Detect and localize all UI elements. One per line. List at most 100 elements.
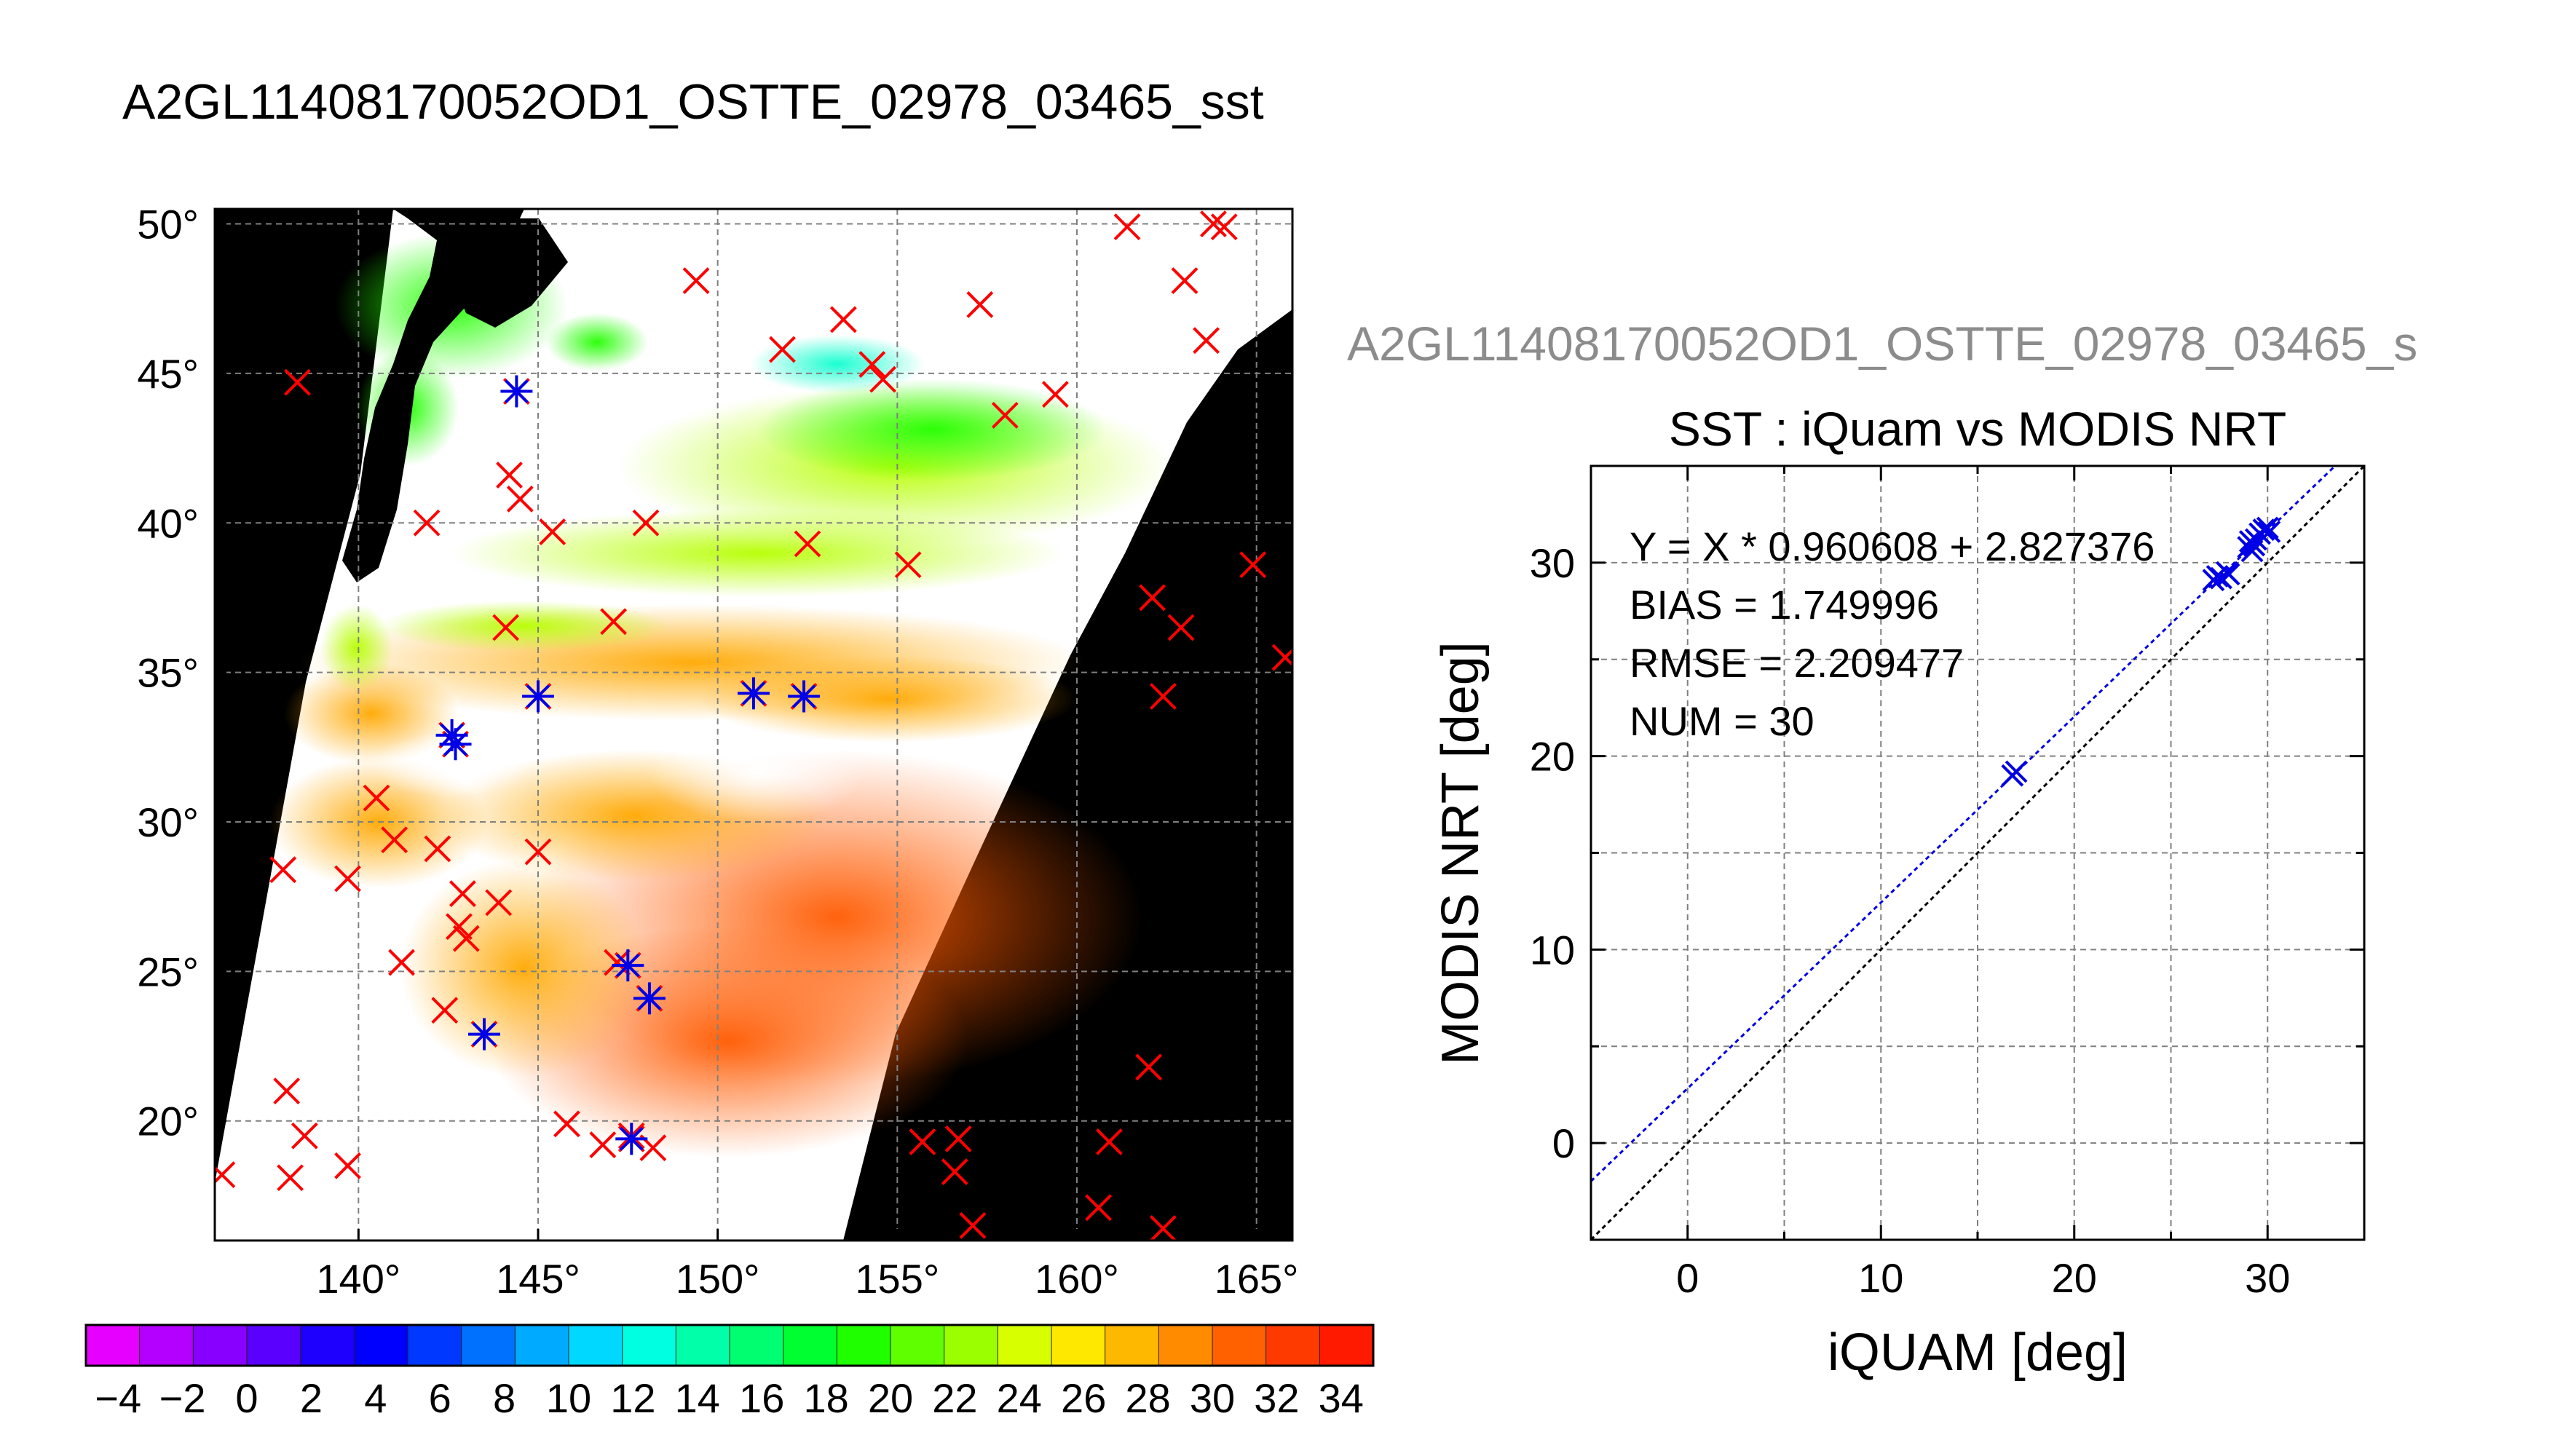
scatter-point <box>2217 563 2240 586</box>
colorbar-swatch <box>997 1324 1053 1366</box>
map-frame <box>213 207 1294 1242</box>
matchup-marker <box>522 680 554 713</box>
iquam-marker <box>334 865 361 893</box>
matchup-marker <box>612 949 644 982</box>
x-axis-label: iQUAM [deg] <box>1828 1324 2128 1382</box>
iquam-marker <box>829 306 857 333</box>
lat-tick-label: 50° <box>137 202 199 248</box>
iquam-marker <box>1200 210 1227 237</box>
scatter-points <box>2001 516 2281 787</box>
iquam-marker <box>363 784 390 812</box>
iquam-marker <box>284 368 311 396</box>
lon-tick-label: 150° <box>676 1256 760 1302</box>
sst-map: 20° 25° 30° 35° 40° 45° 50° 140° 145° 150° 155° 16… <box>137 202 1298 1302</box>
x-tick-label: 0 <box>1676 1255 1699 1301</box>
iquam-marker <box>1239 551 1267 579</box>
iquam-marker <box>959 1212 987 1239</box>
colorbar-tick-label: 2 <box>300 1375 323 1421</box>
x-tick-label: 30 <box>2245 1255 2290 1301</box>
colorbar-tick-label: 16 <box>739 1375 784 1421</box>
colorbar-tick-label: 4 <box>364 1375 387 1421</box>
iquam-marker <box>496 462 523 488</box>
iquam-marker <box>1193 327 1220 355</box>
iquam-marker <box>1135 1053 1163 1081</box>
lat-tick-label: 20° <box>137 1099 199 1144</box>
iquam-marker <box>413 509 441 537</box>
matchup-marker <box>468 1018 500 1051</box>
iquam-marker <box>215 1161 236 1189</box>
colorbar-swatch <box>514 1324 569 1366</box>
colorbar-tick-label: 0 <box>235 1375 258 1421</box>
colorbar-swatch <box>353 1324 409 1366</box>
land-hokkaido <box>451 218 568 328</box>
colorbar-tick-label: 22 <box>932 1375 977 1421</box>
iquam-marker <box>539 518 566 545</box>
iquam-marker <box>1095 1128 1123 1155</box>
lon-tick-label: 145° <box>496 1256 580 1302</box>
colorbar-swatch <box>192 1324 248 1366</box>
colorbar-swatch <box>836 1324 892 1366</box>
matchup-markers <box>435 375 821 1155</box>
iquam-marker <box>632 509 660 537</box>
iquam-marker <box>1167 614 1195 641</box>
colorbar-swatch <box>139 1324 194 1366</box>
colorbar-swatch <box>675 1324 730 1366</box>
y-tick-label: 0 <box>1552 1120 1575 1166</box>
colorbar-tick-label: 8 <box>493 1375 516 1421</box>
colorbar-swatch <box>1265 1324 1321 1366</box>
iquam-marker <box>941 1158 968 1185</box>
iquam-marker <box>589 1131 617 1158</box>
colorbar-swatch <box>1051 1324 1106 1366</box>
iquam-marker <box>991 401 1019 429</box>
map-lon-ticks: 140° 145° 150° 155° 160° 165° <box>316 1229 1299 1302</box>
iquam-marker <box>449 880 476 907</box>
colorbar-tick-label: 12 <box>610 1375 655 1421</box>
iquam-marker <box>909 1128 936 1155</box>
identity-line <box>1591 466 2364 1240</box>
colorbar-swatch <box>1319 1324 1375 1366</box>
matchup-marker <box>439 728 472 761</box>
annotation-rmse: RMSE = 2.209477 <box>1630 640 1964 686</box>
colorbar: −4 −2 0 2 4 6 8 10 12 14 16 18 20 22 24 26 28 30 32 34 <box>84 1324 1375 1421</box>
colorbar-swatch <box>85 1324 141 1366</box>
matchup-marker <box>788 680 821 713</box>
scatter-ticks: 0 10 20 30 0 10 20 30 <box>1530 464 2366 1301</box>
iquam-marker <box>277 1164 304 1192</box>
iquam-marker <box>1271 644 1292 671</box>
colorbar-swatch <box>890 1324 945 1366</box>
iquam-marker <box>524 838 552 866</box>
iquam-marker <box>869 365 897 393</box>
iquam-marker <box>858 351 886 378</box>
iquam-marker <box>269 856 297 884</box>
colorbar-swatch <box>407 1324 462 1366</box>
annotation-num: NUM = 30 <box>1630 698 1814 744</box>
matchup-marker <box>615 1123 648 1155</box>
colorbar-swatch <box>1105 1324 1160 1366</box>
iquam-marker <box>485 889 513 917</box>
colorbar-tick-label: −2 <box>159 1375 206 1421</box>
y-tick-label: 20 <box>1530 734 1575 780</box>
iquam-marker <box>431 997 459 1024</box>
lat-tick-label: 25° <box>137 949 199 994</box>
iquam-marker <box>682 267 710 294</box>
colorbar-tick-label: 6 <box>429 1375 451 1421</box>
lon-tick-label: 155° <box>855 1256 939 1302</box>
colorbar-swatch <box>1212 1324 1267 1366</box>
land-japan <box>342 209 524 582</box>
iquam-marker <box>452 925 480 952</box>
scatter-point <box>2005 760 2028 783</box>
iquam-marker <box>553 1110 580 1138</box>
matchup-marker <box>633 982 666 1015</box>
colorbar-tick-label: 30 <box>1190 1375 1235 1421</box>
colorbar-swatch <box>1158 1324 1214 1366</box>
colorbar-tick-label: 18 <box>803 1375 848 1421</box>
iquam-marker <box>1041 381 1069 408</box>
iquam-marker <box>1139 584 1166 612</box>
colorbar-swatch <box>568 1324 623 1366</box>
iquam-marker <box>388 949 415 976</box>
iquam-marker <box>1210 213 1238 241</box>
colorbar-swatch <box>246 1324 301 1366</box>
iquam-marker <box>1149 1215 1177 1241</box>
fit-statistics: Y = X * 0.960608 + 2.827376 BIAS = 1.749… <box>1630 523 2155 744</box>
